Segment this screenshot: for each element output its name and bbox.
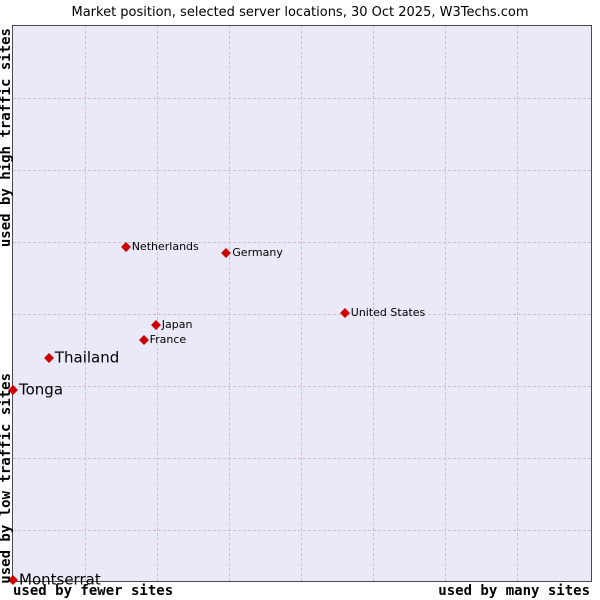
gridline-vertical (517, 26, 518, 581)
y-axis-label-low-traffic: used by low traffic sites (0, 373, 14, 584)
gridline-vertical (301, 26, 302, 581)
diamond-marker-icon (150, 320, 161, 331)
x-axis-label-many-sites: used by many sites (438, 583, 590, 599)
gridline-horizontal (13, 170, 591, 171)
gridline-horizontal (13, 242, 591, 243)
point-label: Japan (161, 318, 193, 332)
point-label: Montserrat (19, 570, 101, 589)
gridline-vertical (85, 26, 86, 581)
point-label: Germany (232, 245, 283, 259)
diamond-marker-icon (138, 335, 149, 346)
gridline-vertical (229, 26, 230, 581)
gridline-vertical (445, 26, 446, 581)
point-label: Tonga (19, 379, 64, 398)
diamond-marker-icon (339, 307, 350, 318)
y-axis-label-high-traffic: used by high traffic sites (0, 28, 14, 248)
diamond-marker-icon (43, 352, 54, 363)
point-label: United States (350, 305, 426, 319)
gridline-horizontal (13, 314, 591, 315)
x-axis-label-fewer-sites: used by fewer sites (13, 583, 174, 599)
point-label: Thailand (54, 348, 120, 367)
gridline-horizontal (13, 386, 591, 387)
gridline-vertical (157, 26, 158, 581)
gridline-horizontal (13, 530, 591, 531)
gridline-horizontal (13, 458, 591, 459)
point-label: Netherlands (131, 240, 199, 254)
chart-title: Market position, selected server locatio… (71, 5, 529, 20)
diamond-marker-icon (120, 242, 131, 253)
plot-area: Netherlands Germany United States Japan Fran… (8, 25, 592, 588)
gridline-horizontal (13, 98, 591, 99)
gridline-vertical (373, 26, 374, 581)
point-label: France (149, 333, 187, 347)
